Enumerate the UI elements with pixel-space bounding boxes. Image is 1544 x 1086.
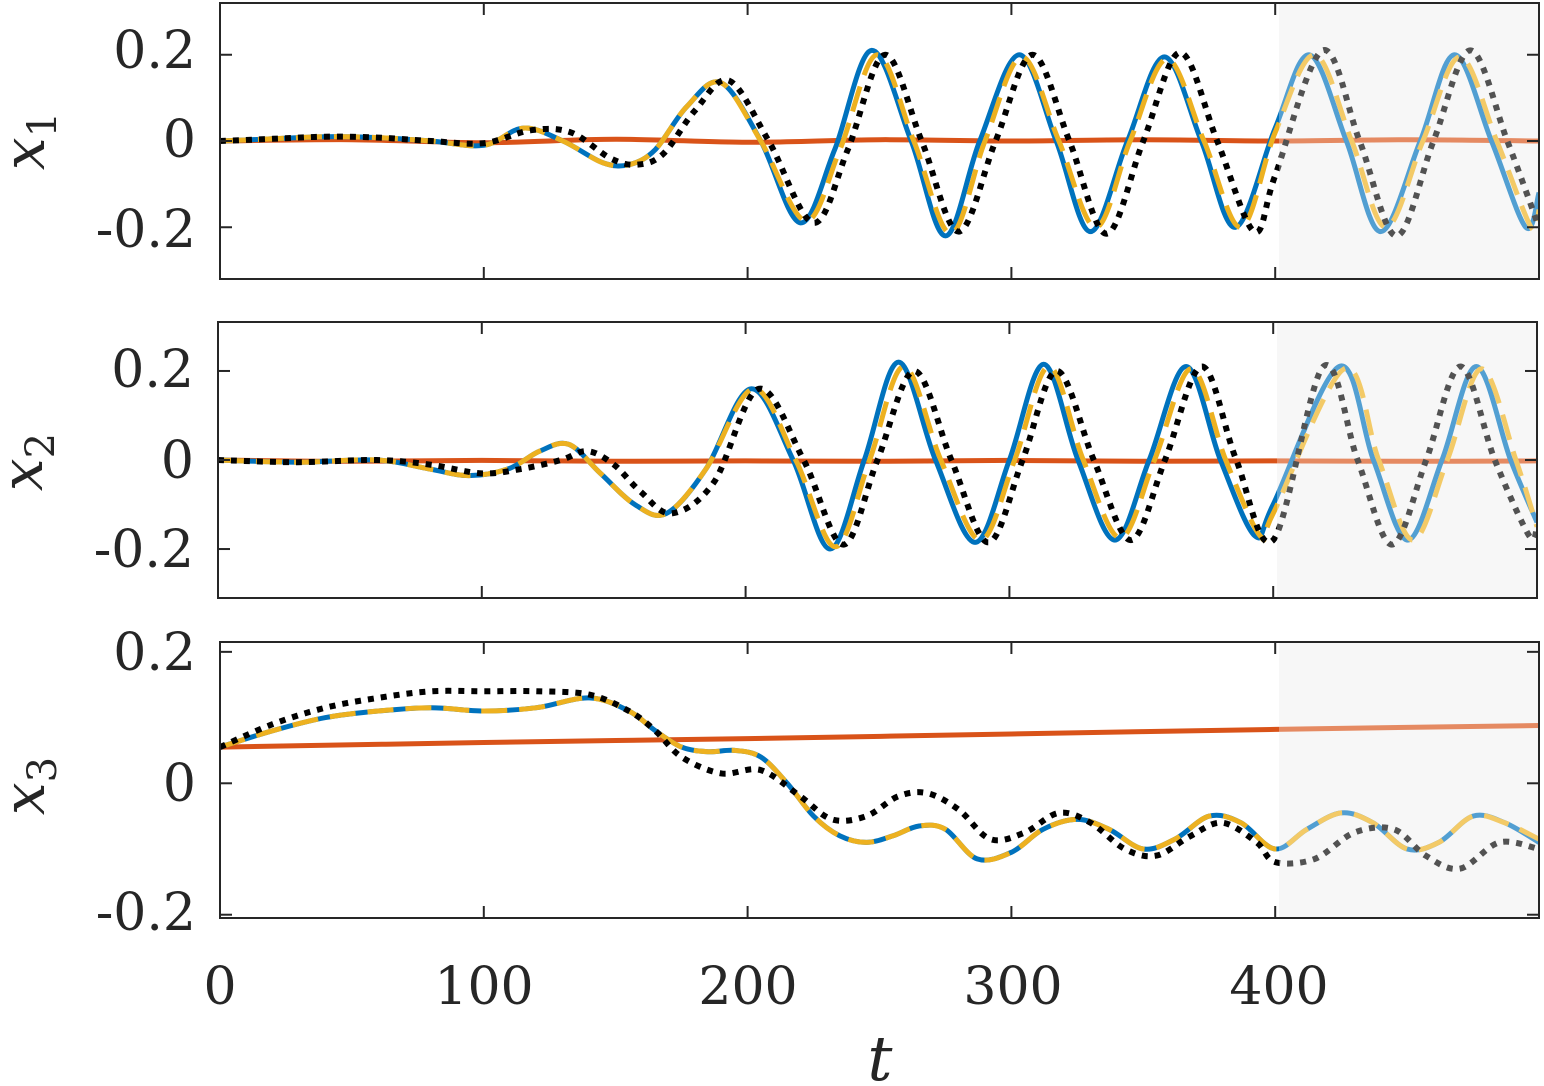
x-axis-label: t	[868, 1022, 893, 1086]
panel-x3-ylabel-text: x	[0, 782, 58, 815]
panel-x2-ylabel-text: x	[0, 458, 56, 491]
panel-x1-ytick-label: 0	[163, 110, 196, 170]
panel-x1-series-yellow-dashed-line	[220, 52, 1539, 237]
panel-x2-ticks	[217, 322, 1537, 598]
panel-x3-series-black-dotted-line	[220, 687, 1539, 873]
panel-x2-ylabel-subscript: 2	[18, 433, 64, 458]
panel-x1-ylabel-subscript: 1	[20, 112, 66, 137]
xtick-label: 0	[203, 957, 236, 1017]
panel-x2: 0.2 0 -0.2 x2	[0, 321, 1538, 599]
panel-x3-shaded-region	[1279, 642, 1539, 918]
xtick-label: 400	[1229, 957, 1328, 1017]
panel-x2-series	[218, 359, 1537, 552]
panel-x2-ytick-label: 0.2	[111, 340, 194, 400]
xtick-label: 200	[698, 957, 797, 1017]
panel-x3-ylabel: x3	[0, 757, 66, 815]
panel-x3-ytick-label: 0.2	[113, 623, 196, 683]
panel-x3-series-red-line	[220, 723, 1539, 750]
panel-x2-ytick-label: -0.2	[94, 520, 194, 580]
panel-x1-ticks	[219, 3, 1539, 279]
xtick-label: 100	[434, 957, 533, 1017]
panel-x3-ytick-label: -0.2	[96, 883, 196, 943]
svg-text:x2: x2	[0, 433, 64, 491]
panel-x3-ytick-label: 0	[163, 754, 196, 814]
panel-x3-frame	[219, 641, 1540, 919]
panel-x1: 0.2 0 -0.2 x1	[0, 2, 1540, 280]
panel-x2-overlay	[1277, 322, 1537, 598]
panel-x1-ytick-label: 0.2	[113, 21, 196, 81]
panel-x1-series-black-dotted-line	[220, 47, 1539, 239]
panel-x2-ylabel: x2	[0, 433, 64, 491]
panel-x3: 0.2 0 -0.2 x3 0 100 200 300 400 t	[0, 623, 1540, 1086]
panel-x3-series	[220, 687, 1539, 873]
panel-x1-ylabel: x1	[0, 112, 66, 170]
panel-x1-series	[220, 47, 1539, 239]
panel-x3-ticks	[219, 642, 1539, 918]
svg-text:x3: x3	[0, 757, 66, 815]
panel-x2-series-yellow-dashed-line	[218, 364, 1537, 550]
panel-x1-ytick-label: -0.2	[96, 200, 196, 260]
panel-x3-series-yellow-dashed-line	[220, 695, 1539, 863]
panel-x2-ytick-label: 0	[161, 431, 194, 491]
panel-x1-ylabel-text: x	[0, 137, 58, 170]
svg-text:x1: x1	[0, 112, 66, 170]
panel-x3-overlay	[1279, 642, 1539, 918]
panel-x1-overlay	[1279, 3, 1539, 279]
panel-x3-ylabel-subscript: 3	[20, 757, 66, 782]
panel-x2-series-black-dotted-line	[218, 361, 1537, 548]
xtick-label: 300	[963, 957, 1062, 1017]
